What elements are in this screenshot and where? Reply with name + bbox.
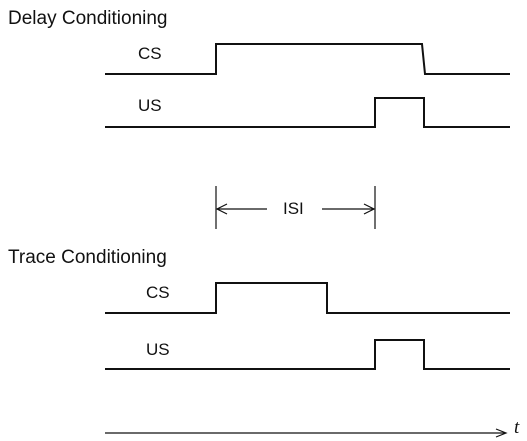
time-axis	[105, 428, 508, 438]
delay-cs-label: CS	[138, 44, 162, 63]
trace-cs-waveform	[105, 282, 510, 314]
time-axis-arrowhead	[495, 428, 508, 438]
trace-conditioning-title: Trace Conditioning	[8, 247, 167, 268]
isi-left-arrowhead	[215, 203, 228, 215]
delay-us-waveform	[105, 97, 510, 128]
isi-right-arrowhead	[363, 203, 376, 215]
delay-us-label: US	[138, 96, 162, 115]
trace-us-label: US	[146, 340, 170, 359]
isi-label: ISI	[283, 199, 304, 218]
trace-cs-label: CS	[146, 283, 170, 302]
time-axis-label: t	[514, 417, 520, 438]
delay-conditioning-title: Delay Conditioning	[8, 8, 168, 29]
trace-us-waveform	[105, 339, 510, 370]
isi-bracket	[215, 186, 376, 229]
delay-cs-waveform	[105, 43, 510, 75]
